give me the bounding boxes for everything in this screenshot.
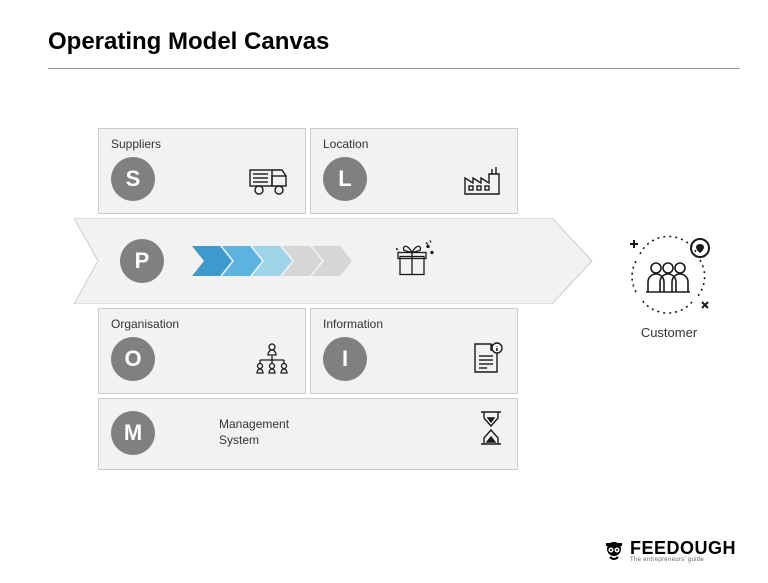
row-top: Suppliers S Location L: [98, 128, 518, 214]
management-label: ManagementSystem: [219, 417, 289, 448]
customer-label: Customer: [614, 325, 724, 340]
customer-block: Customer: [614, 234, 724, 340]
canvas-container: Suppliers S Location L: [98, 128, 518, 474]
process-chevrons: [192, 246, 352, 276]
suppliers-circle: S: [111, 157, 155, 201]
truck-icon: [249, 166, 291, 201]
document-icon: [471, 342, 503, 381]
brand-logo: FEEDOUGH The entrepreneurs' guide: [602, 539, 736, 563]
management-circle: M: [111, 411, 155, 455]
row-process: P: [98, 218, 518, 304]
suppliers-label: Suppliers: [111, 137, 293, 151]
location-label: Location: [323, 137, 505, 151]
factory-icon: [463, 166, 503, 201]
page-title: Operating Model Canvas: [0, 0, 768, 68]
hourglass-icon: [479, 410, 503, 451]
organisation-label: Organisation: [111, 317, 293, 331]
box-management: M ManagementSystem: [98, 398, 518, 470]
brand-name: FEEDOUGH: [630, 539, 736, 557]
gift-icon: [392, 239, 436, 284]
box-suppliers: Suppliers S: [98, 128, 306, 214]
brand-mascot-icon: [602, 539, 626, 563]
row-middle: Organisation O: [98, 308, 518, 394]
process-circle: P: [120, 239, 164, 283]
information-circle: I: [323, 337, 367, 381]
row-bottom: M ManagementSystem: [98, 398, 518, 470]
box-organisation: Organisation O: [98, 308, 306, 394]
title-divider: [48, 68, 740, 69]
box-information: Information I: [310, 308, 518, 394]
box-location: Location L: [310, 128, 518, 214]
location-circle: L: [323, 157, 367, 201]
process-content: P: [98, 218, 518, 304]
information-label: Information: [323, 317, 505, 331]
org-chart-icon: [253, 342, 291, 381]
organisation-circle: O: [111, 337, 155, 381]
customer-icon: [624, 234, 714, 314]
